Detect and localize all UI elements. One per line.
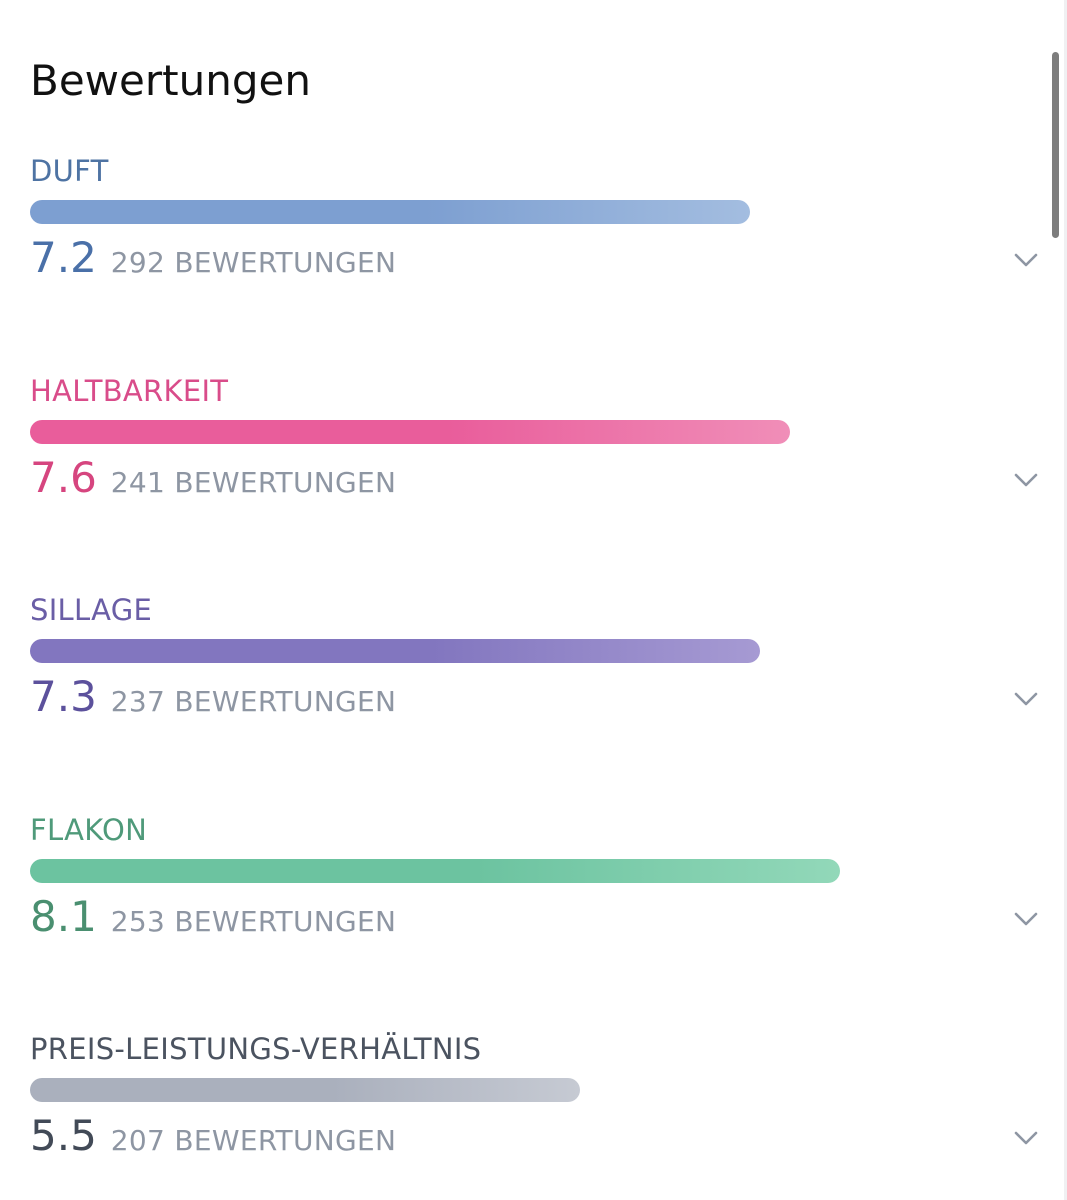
rating-bar-fill: [30, 1078, 580, 1102]
chevron-down-icon[interactable]: [1012, 905, 1040, 933]
rating-bar-fill: [30, 200, 750, 224]
rating-bar-fill: [30, 420, 790, 444]
rating-label: FLAKON: [30, 813, 148, 847]
window-edge: [1064, 0, 1067, 1200]
chevron-down-icon[interactable]: [1012, 466, 1040, 494]
rating-score: 8.1: [30, 892, 97, 941]
rating-preis-leistungs-verhältnis[interactable]: PREIS-LEISTUNGS-VERHÄLTNIS 5.5 207 BEWERTU…: [30, 1032, 1040, 1200]
rating-bar-track: [30, 420, 1030, 444]
rating-label: HALTBARKEIT: [30, 374, 229, 408]
rating-count: 292 BEWERTUNGEN: [110, 246, 397, 279]
scrollbar-thumb[interactable]: [1052, 52, 1059, 238]
chevron-down-icon[interactable]: [1012, 685, 1040, 713]
rating-bar-fill: [30, 859, 840, 883]
rating-label: PREIS-LEISTUNGS-VERHÄLTNIS: [30, 1032, 482, 1066]
rating-score: 7.6: [30, 453, 97, 502]
rating-bar-track: [30, 859, 1030, 883]
rating-sillage[interactable]: SILLAGE 7.3 237 BEWERTUNGEN: [30, 593, 1040, 793]
rating-bar-track: [30, 639, 1030, 663]
rating-score: 7.3: [30, 672, 97, 721]
chevron-down-icon[interactable]: [1012, 1124, 1040, 1152]
rating-score-row: 7.2 292 BEWERTUNGEN: [30, 230, 396, 286]
rating-duft[interactable]: DUFT 7.2 292 BEWERTUNGEN: [30, 154, 1040, 354]
rating-score-row: 7.3 237 BEWERTUNGEN: [30, 669, 396, 725]
rating-bar-track: [30, 1078, 1030, 1102]
rating-haltbarkeit[interactable]: HALTBARKEIT 7.6 241 BEWERTUNGEN: [30, 374, 1040, 574]
rating-score-row: 8.1 253 BEWERTUNGEN: [30, 889, 396, 945]
rating-count: 241 BEWERTUNGEN: [110, 466, 397, 499]
rating-label: DUFT: [30, 154, 109, 188]
rating-count: 253 BEWERTUNGEN: [110, 905, 397, 938]
rating-bar-track: [30, 200, 1030, 224]
rating-score: 5.5: [30, 1111, 97, 1160]
rating-score-row: 5.5 207 BEWERTUNGEN: [30, 1108, 396, 1164]
page-title: Bewertungen: [30, 56, 311, 105]
rating-bar-fill: [30, 639, 760, 663]
rating-score: 7.2: [30, 233, 97, 282]
chevron-down-icon[interactable]: [1012, 246, 1040, 274]
rating-count: 237 BEWERTUNGEN: [110, 685, 397, 718]
rating-label: SILLAGE: [30, 593, 153, 627]
rating-count: 207 BEWERTUNGEN: [110, 1124, 397, 1157]
rating-flakon[interactable]: FLAKON 8.1 253 BEWERTUNGEN: [30, 813, 1040, 1013]
rating-score-row: 7.6 241 BEWERTUNGEN: [30, 450, 396, 506]
